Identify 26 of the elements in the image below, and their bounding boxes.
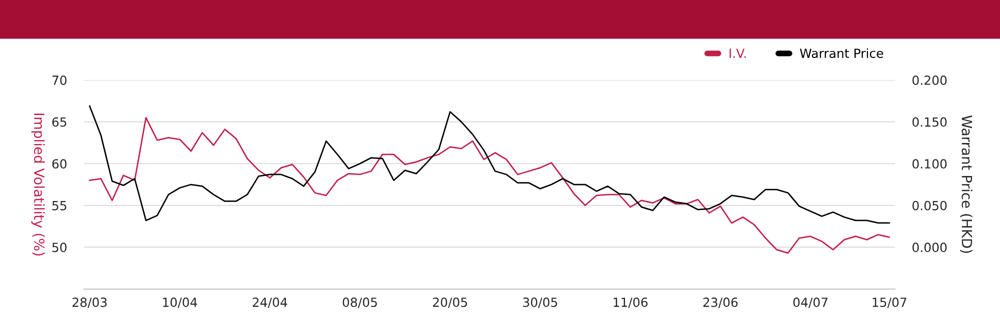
x-tick-label: 24/04	[252, 298, 288, 308]
legend-label: I.V.	[730, 48, 746, 58]
x-tick-label: 04/07	[793, 298, 828, 308]
line-series	[88, 116, 890, 254]
x-tick-label: 30/05	[523, 298, 558, 308]
x-tick-label: 11/06	[614, 298, 648, 308]
y-tick-label: 70	[52, 76, 67, 85]
y2-axis-title: Warrant Price (HKD)	[960, 115, 972, 253]
y-tick-label: 65	[52, 117, 66, 127]
y-axis-title: Implied Volatility (%)	[31, 114, 45, 256]
y-tick-label: 60	[52, 159, 67, 169]
y-tick-label: 50	[52, 242, 67, 252]
y2-tick-label: 0.050	[912, 200, 947, 210]
x-tick-label: 23/06	[703, 298, 738, 308]
x-tick-label: 28/03	[72, 298, 107, 308]
x-tick-label: 08/05	[342, 298, 377, 308]
line-series	[88, 105, 890, 224]
x-tick-label: 20/05	[432, 298, 467, 308]
y2-tick-label: 0.000	[912, 242, 947, 252]
x-tick-label: 15/07	[872, 298, 906, 308]
legend-label: Warrant Price	[800, 48, 884, 58]
y2-tick-label: 0.200	[912, 76, 947, 85]
x-tick-label: 10/04	[163, 298, 198, 308]
y-tick-label: 55	[52, 201, 66, 210]
y2-tick-label: 0.150	[912, 117, 947, 127]
y2-tick-label: 0.100	[912, 159, 947, 169]
